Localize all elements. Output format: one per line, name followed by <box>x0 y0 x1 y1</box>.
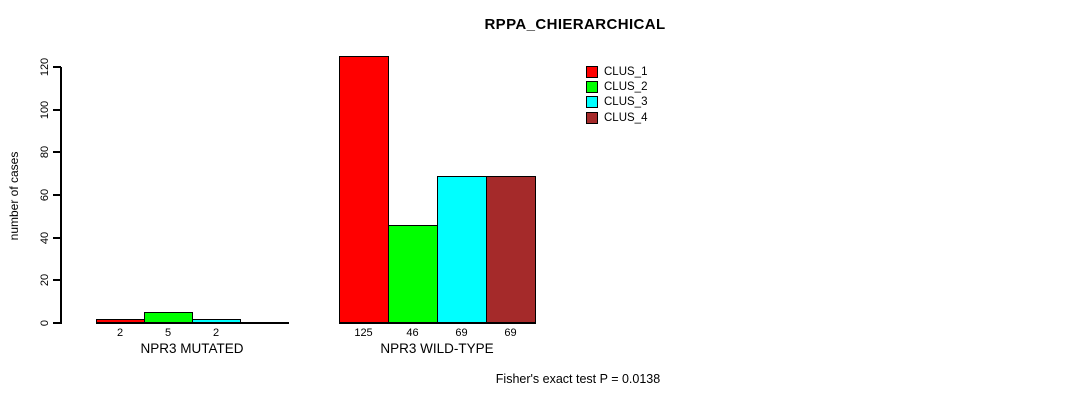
legend-label: CLUS_1 <box>604 65 648 78</box>
bar-clus_3-2 <box>437 176 487 323</box>
legend-swatch-clus_3 <box>586 96 598 109</box>
bar-value-label: 69 <box>455 327 468 339</box>
legend-item-clus_3: CLUS_3 <box>586 96 647 109</box>
group-baseline <box>96 322 289 324</box>
y-axis-tick <box>53 194 61 196</box>
y-axis-tick <box>53 66 61 68</box>
y-axis-tick-label: 120 <box>39 57 51 77</box>
y-axis-tick-label: 100 <box>39 100 51 120</box>
y-axis-title: number of cases <box>7 151 21 241</box>
category-label: NPR3 MUTATED <box>140 341 244 356</box>
bar-clus_4-2 <box>486 176 536 323</box>
legend-label: CLUS_4 <box>604 111 648 124</box>
legend-swatch-clus_1 <box>586 65 598 78</box>
y-axis-line <box>60 67 62 324</box>
bar-clus_1-2 <box>339 56 389 323</box>
y-axis-tick-label: 40 <box>39 231 51 245</box>
chart-title: RPPA_CHIERARCHICAL <box>484 16 666 33</box>
bar-value-label: 5 <box>164 327 172 339</box>
bar-value-label: 69 <box>504 327 517 339</box>
category-label: NPR3 WILD-TYPE <box>380 341 494 356</box>
y-axis-tick-label: 20 <box>39 273 51 287</box>
bar-value-label: 125 <box>354 327 373 339</box>
y-axis-tick <box>53 109 61 111</box>
y-axis-tick <box>53 151 61 153</box>
legend-item-clus_2: CLUS_2 <box>586 80 647 93</box>
legend-item-clus_1: CLUS_1 <box>586 65 647 78</box>
y-axis-tick <box>53 279 61 281</box>
bar-clus_2-2 <box>388 225 438 323</box>
bar-clus_2-1 <box>144 312 193 323</box>
y-axis-tick-label: 0 <box>39 319 51 327</box>
bar-clus_1-1 <box>96 319 145 323</box>
legend-item-clus_4: CLUS_4 <box>586 111 647 124</box>
y-axis-tick-label: 60 <box>39 188 51 202</box>
group-baseline <box>339 322 536 324</box>
legend-label: CLUS_3 <box>604 96 648 109</box>
statistical-test-annotation: Fisher's exact test P = 0.0138 <box>495 372 661 386</box>
bar-value-label: 2 <box>116 327 124 339</box>
bar-clus_3-1 <box>192 319 241 323</box>
bar-value-label: 46 <box>406 327 419 339</box>
legend-swatch-clus_4 <box>586 111 598 124</box>
bar-value-label: 2 <box>212 327 220 339</box>
y-axis-tick <box>53 237 61 239</box>
y-axis-tick-label: 80 <box>39 145 51 159</box>
legend-label: CLUS_2 <box>604 80 648 93</box>
y-axis-tick <box>53 322 61 324</box>
legend-swatch-clus_2 <box>586 80 598 93</box>
